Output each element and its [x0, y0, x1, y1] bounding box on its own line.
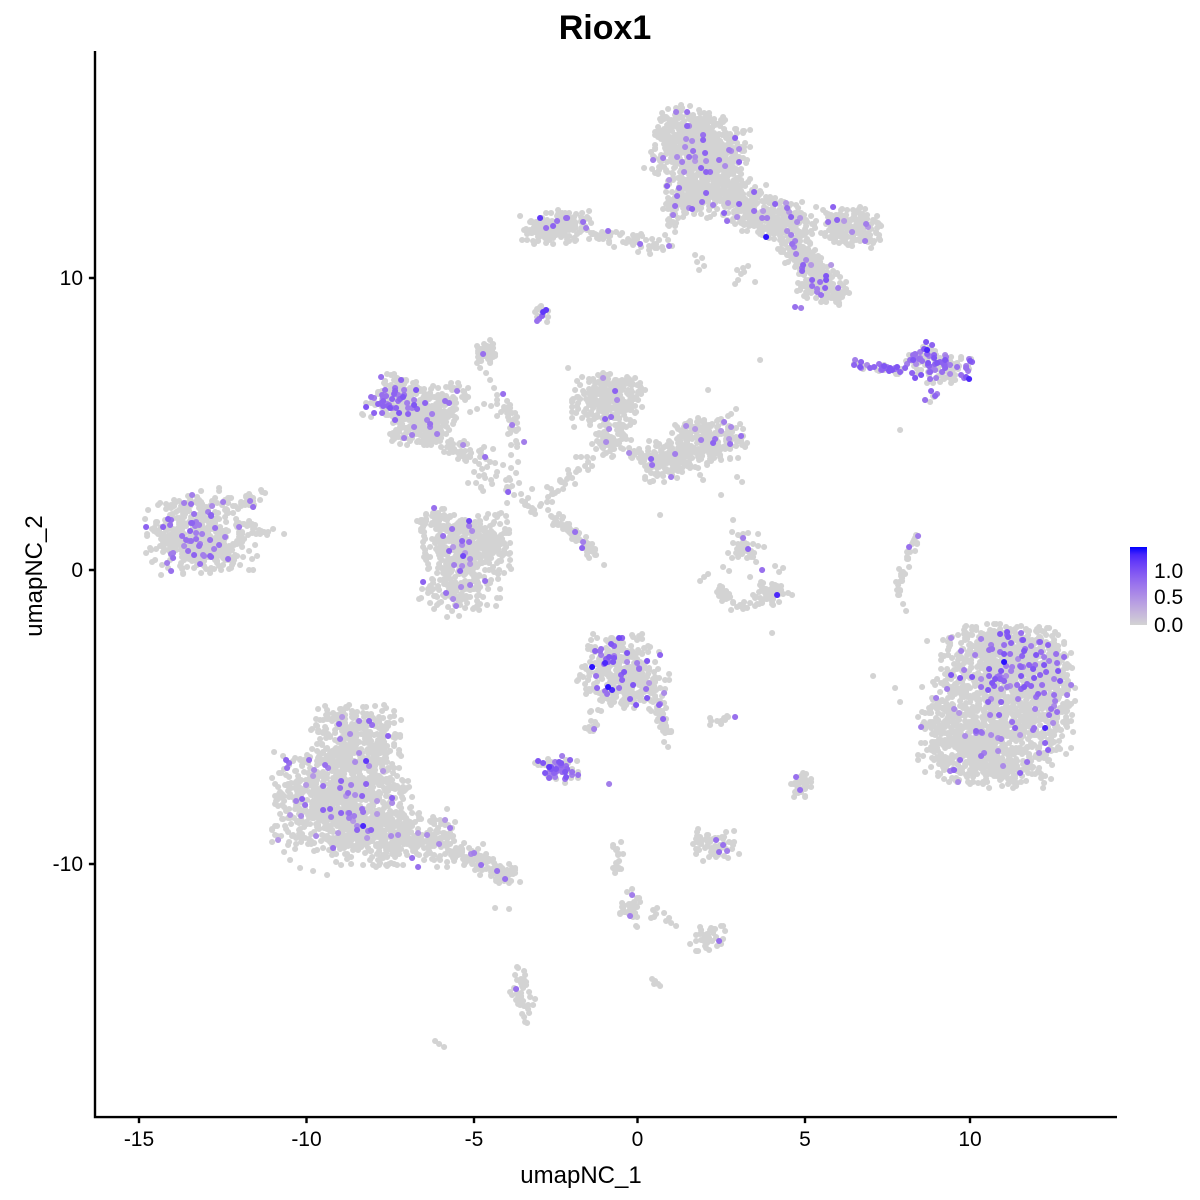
svg-text:umapNC_1: umapNC_1: [520, 1162, 641, 1189]
svg-text:umapNC_2: umapNC_2: [21, 515, 48, 636]
svg-text:-10: -10: [53, 853, 83, 876]
svg-text:0: 0: [632, 1128, 644, 1151]
svg-text:0.5: 0.5: [1154, 586, 1183, 609]
svg-text:10: 10: [60, 267, 83, 290]
svg-text:Riox1: Riox1: [559, 9, 652, 47]
svg-text:-10: -10: [291, 1128, 321, 1151]
svg-text:0.0: 0.0: [1154, 614, 1183, 637]
svg-text:-15: -15: [124, 1128, 154, 1151]
svg-text:1.0: 1.0: [1154, 560, 1183, 583]
svg-text:10: 10: [958, 1128, 981, 1151]
svg-text:5: 5: [799, 1128, 811, 1151]
svg-text:0: 0: [71, 559, 83, 582]
svg-text:-5: -5: [465, 1128, 484, 1151]
